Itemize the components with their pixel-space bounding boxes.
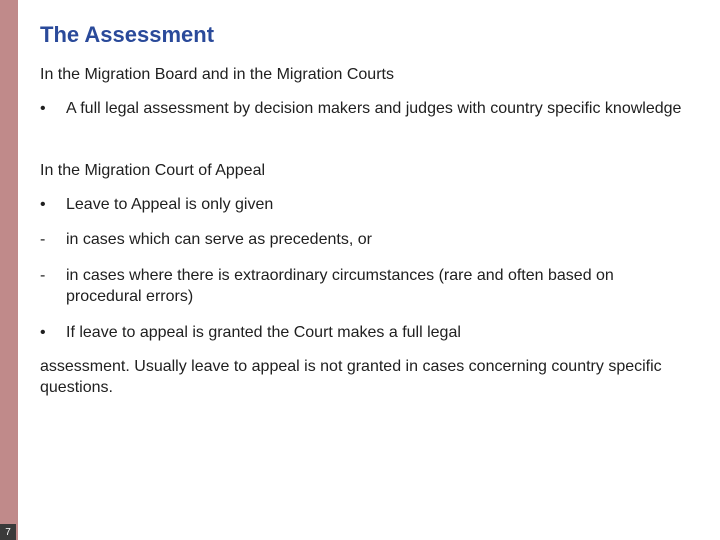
- list-item: If leave to appeal is granted the Court …: [40, 322, 690, 344]
- dash-icon: [40, 229, 66, 251]
- section2: In the Migration Court of Appeal Leave t…: [40, 162, 690, 399]
- section1-heading: In the Migration Board and in the Migrat…: [40, 66, 690, 84]
- page-number: 7: [0, 524, 16, 540]
- list-item-text: in cases where there is extraordinary ci…: [66, 265, 690, 308]
- list-item: in cases where there is extraordinary ci…: [40, 265, 690, 308]
- list-item: in cases which can serve as precedents, …: [40, 229, 690, 251]
- left-accent-bar: [0, 0, 18, 540]
- list-item-text: in cases which can serve as precedents, …: [66, 229, 372, 251]
- bullet-icon: [40, 322, 66, 344]
- list-item-text: A full legal assessment by decision make…: [66, 98, 681, 120]
- trailing-paragraph: assessment. Usually leave to appeal is n…: [40, 356, 690, 399]
- list-item-text: Leave to Appeal is only given: [66, 194, 273, 216]
- bullet-icon: [40, 194, 66, 216]
- bullet-icon: [40, 98, 66, 120]
- slide-content: The Assessment In the Migration Board an…: [40, 22, 690, 399]
- list-item-text: If leave to appeal is granted the Court …: [66, 322, 461, 344]
- section2-list: Leave to Appeal is only given in cases w…: [40, 194, 690, 344]
- list-item: Leave to Appeal is only given: [40, 194, 690, 216]
- slide-title: The Assessment: [40, 22, 690, 48]
- list-item: A full legal assessment by decision make…: [40, 98, 690, 120]
- dash-icon: [40, 265, 66, 308]
- section1-list: A full legal assessment by decision make…: [40, 98, 690, 120]
- section2-heading: In the Migration Court of Appeal: [40, 162, 690, 180]
